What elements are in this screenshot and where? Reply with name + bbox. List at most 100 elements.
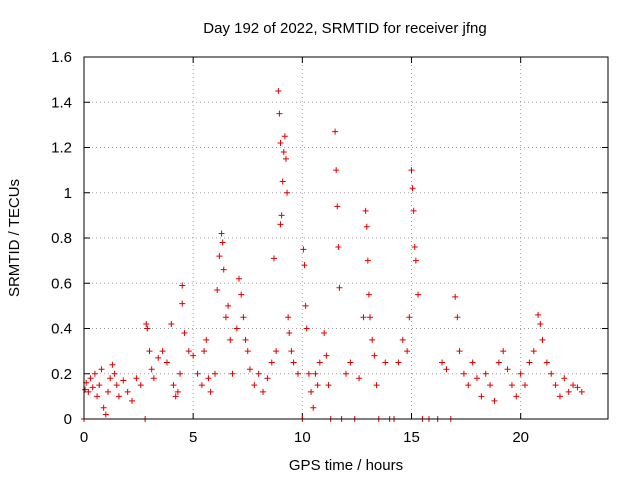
- y-tick-label: 0.8: [51, 230, 72, 247]
- data-points: [81, 87, 585, 422]
- data-point: [454, 314, 461, 321]
- data-point: [229, 370, 236, 377]
- data-point: [495, 359, 502, 366]
- data-point: [530, 348, 537, 355]
- data-point: [335, 244, 342, 251]
- data-point: [218, 230, 225, 237]
- data-point: [548, 370, 555, 377]
- y-tick-label: 0.6: [51, 275, 72, 292]
- data-point: [369, 336, 376, 343]
- data-point: [316, 359, 323, 366]
- data-point: [356, 375, 363, 382]
- data-point: [111, 370, 118, 377]
- data-point: [214, 287, 221, 294]
- data-point: [109, 361, 116, 368]
- data-point: [371, 352, 378, 359]
- data-point: [168, 320, 175, 327]
- data-point: [535, 311, 542, 318]
- data-point: [469, 359, 476, 366]
- data-point: [89, 384, 96, 391]
- data-point: [314, 382, 321, 389]
- data-point: [508, 382, 515, 389]
- data-point: [412, 257, 419, 264]
- data-point: [303, 325, 310, 332]
- data-point: [500, 348, 507, 355]
- y-tick-label: 1.4: [51, 94, 72, 111]
- data-point: [150, 375, 157, 382]
- data-point: [242, 336, 249, 343]
- data-point: [285, 314, 292, 321]
- data-point: [288, 348, 295, 355]
- data-point: [443, 366, 450, 373]
- data-point: [411, 244, 418, 251]
- data-point: [144, 325, 151, 332]
- data-point: [148, 366, 155, 373]
- data-point: [102, 411, 109, 418]
- data-point: [347, 359, 354, 366]
- data-point: [561, 375, 568, 382]
- data-point: [159, 348, 166, 355]
- data-point: [308, 388, 315, 395]
- y-tick-label: 0.4: [51, 321, 72, 338]
- data-point: [270, 255, 277, 262]
- data-point: [174, 388, 181, 395]
- data-point: [439, 359, 446, 366]
- data-point: [302, 302, 309, 309]
- data-point: [456, 348, 463, 355]
- data-point: [279, 178, 286, 185]
- data-point: [325, 382, 332, 389]
- data-point: [133, 375, 140, 382]
- data-point: [382, 359, 389, 366]
- data-point: [452, 293, 459, 300]
- data-point: [251, 382, 258, 389]
- data-point: [284, 189, 291, 196]
- data-point: [179, 300, 186, 307]
- data-point: [404, 348, 411, 355]
- data-point: [460, 370, 467, 377]
- chart-title: Day 192 of 2022, SRMTID for receiver jfn…: [203, 20, 486, 37]
- data-point: [233, 325, 240, 332]
- data-point: [556, 393, 563, 400]
- data-point: [333, 167, 340, 174]
- data-point: [225, 302, 232, 309]
- data-point: [219, 239, 226, 246]
- data-point: [277, 221, 284, 228]
- data-point: [207, 388, 214, 395]
- data-point: [300, 246, 307, 253]
- data-point: [96, 382, 103, 389]
- data-point: [212, 370, 218, 377]
- data-point: [410, 207, 417, 214]
- data-point: [552, 382, 559, 389]
- data-point: [163, 359, 170, 366]
- data-point: [365, 291, 372, 298]
- data-point: [201, 348, 208, 355]
- data-point: [94, 393, 101, 400]
- data-point: [107, 375, 114, 382]
- data-point: [240, 314, 247, 321]
- data-point: [363, 223, 370, 230]
- data-point: [113, 382, 120, 389]
- data-point: [286, 330, 293, 337]
- data-point: [312, 370, 319, 377]
- data-point: [336, 284, 343, 291]
- data-point: [146, 348, 153, 355]
- data-point: [82, 386, 89, 393]
- y-tick-label: 1.6: [51, 49, 72, 66]
- data-point: [491, 397, 498, 404]
- data-point: [246, 366, 253, 373]
- data-point: [91, 370, 98, 377]
- data-point: [537, 320, 544, 327]
- data-point: [216, 253, 223, 260]
- x-tick-label: 20: [512, 429, 529, 446]
- data-point: [282, 155, 289, 162]
- data-point: [203, 336, 210, 343]
- data-point: [570, 382, 577, 389]
- data-point: [137, 382, 144, 389]
- data-point: [155, 354, 162, 361]
- data-point: [260, 388, 267, 395]
- data-point: [504, 366, 511, 373]
- data-point: [539, 336, 546, 343]
- data-point: [124, 388, 131, 395]
- data-point: [408, 167, 415, 174]
- data-point: [517, 370, 524, 377]
